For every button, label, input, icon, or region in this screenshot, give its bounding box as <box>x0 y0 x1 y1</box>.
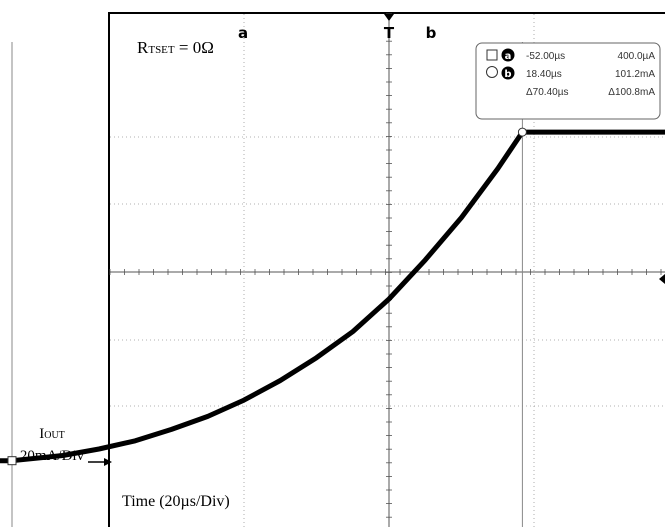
grid <box>109 13 665 527</box>
cursors <box>11 42 523 527</box>
cursor-b-badge <box>501 66 515 80</box>
cursor-b-top-marker: b <box>426 24 437 42</box>
cursor-a-time: -52.00µs <box>526 51 565 62</box>
trace <box>0 127 665 466</box>
delta-value: Δ100.8mA <box>608 87 655 98</box>
svg-text:b: b <box>504 69 511 80</box>
y-axis-label: IOUT 20mA/Div <box>4 424 100 466</box>
scope-frame <box>108 12 665 527</box>
cursor-a-value: 400.0µA <box>618 51 656 62</box>
cursor-b-point <box>517 127 527 137</box>
cursor-b-value: 101.2mA <box>615 69 655 80</box>
condition-label: RTSET = 0Ω <box>137 38 214 57</box>
time-scale-label: Time (20µs/Div) <box>122 493 230 510</box>
iout-trace <box>0 129 665 464</box>
trigger-marker: T <box>384 24 395 42</box>
y-scale-label: 20mA/Div <box>19 448 85 464</box>
trigger-arrow-icon <box>384 14 394 21</box>
svg-text:a: a <box>505 51 512 62</box>
square-icon <box>486 49 498 61</box>
delta-time: Δ70.40µs <box>526 87 568 98</box>
cursor-a-top-marker: a <box>238 24 248 42</box>
cursor-a-badge <box>501 48 515 62</box>
cursor-readout-box: a b -52.00µs 400.0µA 18.40µs 101.2mA Δ70… <box>475 42 661 120</box>
cursor-b-time: 18.40µs <box>526 69 562 80</box>
circle-icon <box>486 66 498 78</box>
ground-arrow-icon <box>104 458 112 466</box>
cursor-a-point <box>7 456 17 466</box>
right-edge-arrow-icon <box>659 274 665 284</box>
